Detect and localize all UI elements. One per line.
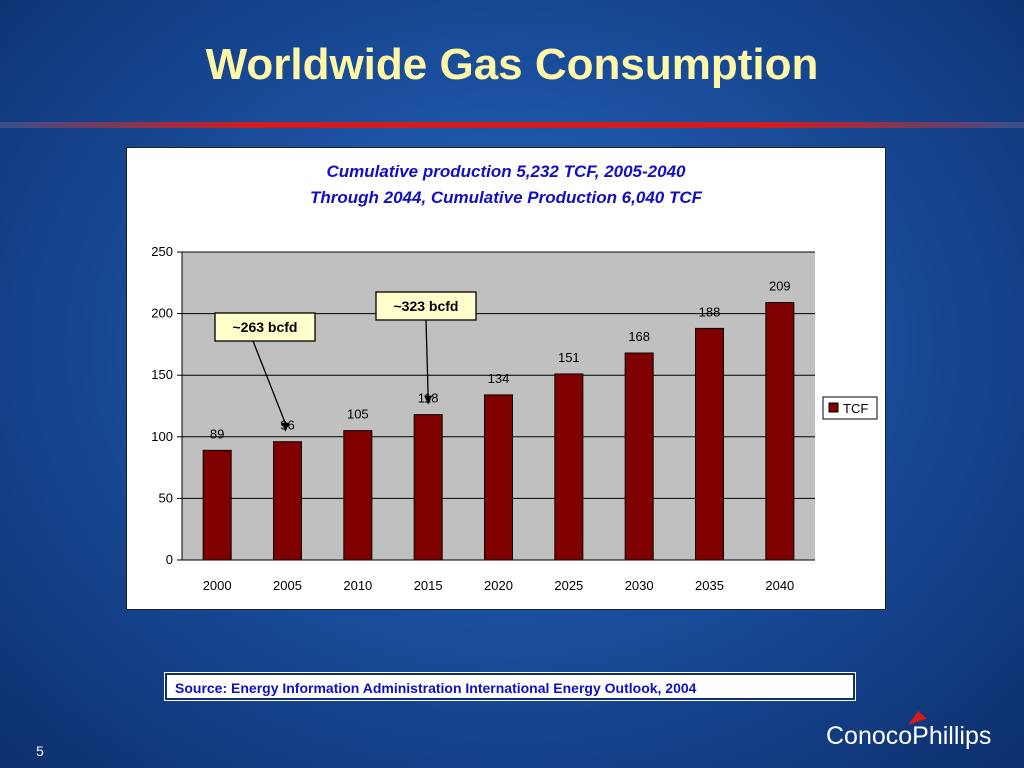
data-label-2025: 151 (558, 350, 580, 365)
bar-2040 (765, 302, 795, 561)
y-tick-label: 200 (151, 306, 173, 321)
legend-swatch (828, 402, 839, 413)
chart-title: Cumulative production 5,232 TCF, 2005-20… (326, 162, 686, 181)
y-tick-label: 50 (159, 490, 173, 505)
callout-arrow-line (425, 319, 429, 397)
x-tick-label-2035: 2035 (695, 578, 724, 593)
bar-2010 (343, 430, 373, 561)
bar-2035 (695, 327, 724, 561)
x-tick-label-2030: 2030 (625, 578, 654, 593)
slide-title: Worldwide Gas Consumption (205, 40, 819, 89)
company-logo: ConocoPhillips (826, 722, 992, 750)
x-tick-label-2000: 2000 (203, 578, 232, 593)
bar-2005 (273, 441, 302, 561)
callout-box (375, 291, 477, 321)
bar-2025 (554, 373, 584, 561)
chart-subtitle: Through 2044, Cumulative Production 6,04… (309, 188, 702, 207)
source-note: Source: Energy Information Administratio… (164, 672, 856, 701)
title-divider (0, 122, 1024, 128)
y-tick-label: 150 (151, 367, 173, 382)
y-tick-label: 250 (151, 244, 173, 259)
callout-text: ~323 bcfd (394, 298, 459, 314)
callout-box (214, 312, 316, 342)
callout-text: ~263 bcfd (233, 319, 298, 335)
page-number: 5 (36, 743, 44, 759)
bar-chart: 0501001502002508920009620051052010118201… (151, 244, 878, 593)
x-tick-label-2005: 2005 (273, 578, 302, 593)
x-tick-label-2010: 2010 (343, 578, 372, 593)
data-label-2000: 89 (210, 426, 224, 441)
callout-arrowhead-icon (281, 422, 290, 432)
y-tick-label: 0 (166, 552, 173, 567)
chart-panel: Cumulative production 5,232 TCF, 2005-20… (126, 147, 886, 610)
x-tick-label-2025: 2025 (554, 578, 583, 593)
data-label-2035: 188 (699, 304, 721, 319)
bar-2030 (624, 352, 654, 561)
data-label-2010: 105 (347, 407, 369, 422)
bar-2000 (202, 449, 232, 561)
bar-2015 (413, 414, 443, 561)
data-label-2030: 168 (628, 329, 650, 344)
y-tick-label: 100 (151, 429, 173, 444)
x-tick-label-2040: 2040 (765, 578, 794, 593)
callout-arrow-line (252, 340, 287, 424)
data-label-2040: 209 (769, 279, 791, 294)
callout-arrowhead-icon (424, 395, 433, 405)
x-tick-label-2015: 2015 (414, 578, 443, 593)
legend-label: TCF (843, 401, 868, 416)
data-label-2020: 134 (488, 371, 510, 386)
x-tick-label-2020: 2020 (484, 578, 513, 593)
bar-2020 (484, 394, 513, 561)
